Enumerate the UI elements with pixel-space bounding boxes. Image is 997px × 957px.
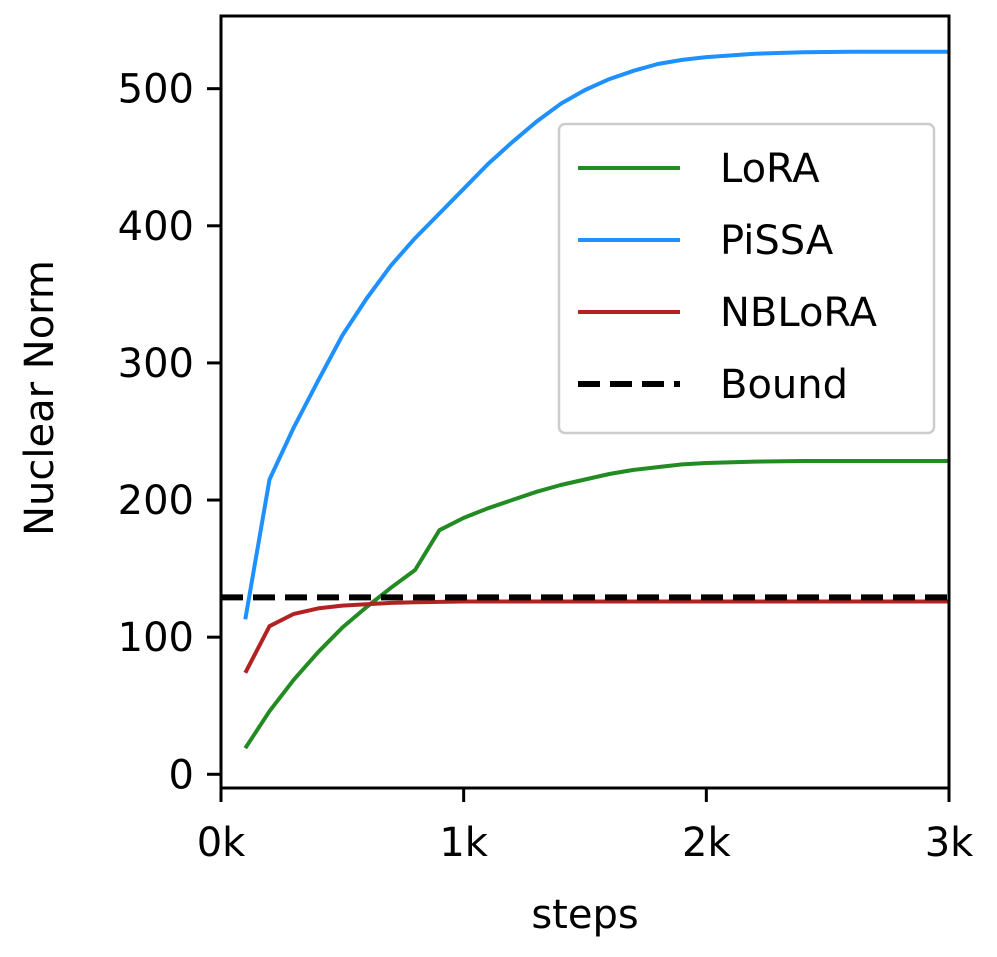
y-tick-label: 500	[118, 67, 194, 113]
series-line-nblora	[243, 599, 949, 674]
axes: 0k 1k 2k 3k 0 100 200 300 400 500	[118, 14, 974, 866]
series-line-pissa	[243, 49, 949, 620]
plot-frame	[219, 14, 951, 790]
y-tick-label: 0	[169, 752, 194, 798]
legend-label-lora: LoRA	[720, 146, 820, 192]
y-tick-label: 300	[118, 341, 194, 387]
y-tick-label: 400	[118, 204, 194, 250]
series-layer	[221, 49, 949, 750]
x-tick-label: 0k	[197, 820, 246, 866]
series-line-lora	[243, 459, 949, 750]
x-tick-label: 3k	[925, 820, 974, 866]
legend-label-bound: Bound	[720, 362, 848, 408]
x-tick-label: 2k	[682, 820, 731, 866]
y-tick-label: 200	[118, 478, 194, 524]
legend: LoRA PiSSA NBLoRA Bound	[557, 122, 936, 435]
y-tick-label: 100	[118, 615, 194, 661]
legend-box	[557, 122, 936, 435]
y-axis-title: Nuclear Norm	[17, 260, 63, 536]
legend-label-nblora: NBLoRA	[720, 290, 878, 336]
x-tick-label: 1k	[439, 820, 488, 866]
x-axis-title: steps	[531, 892, 638, 938]
legend-label-pissa: PiSSA	[720, 218, 834, 264]
